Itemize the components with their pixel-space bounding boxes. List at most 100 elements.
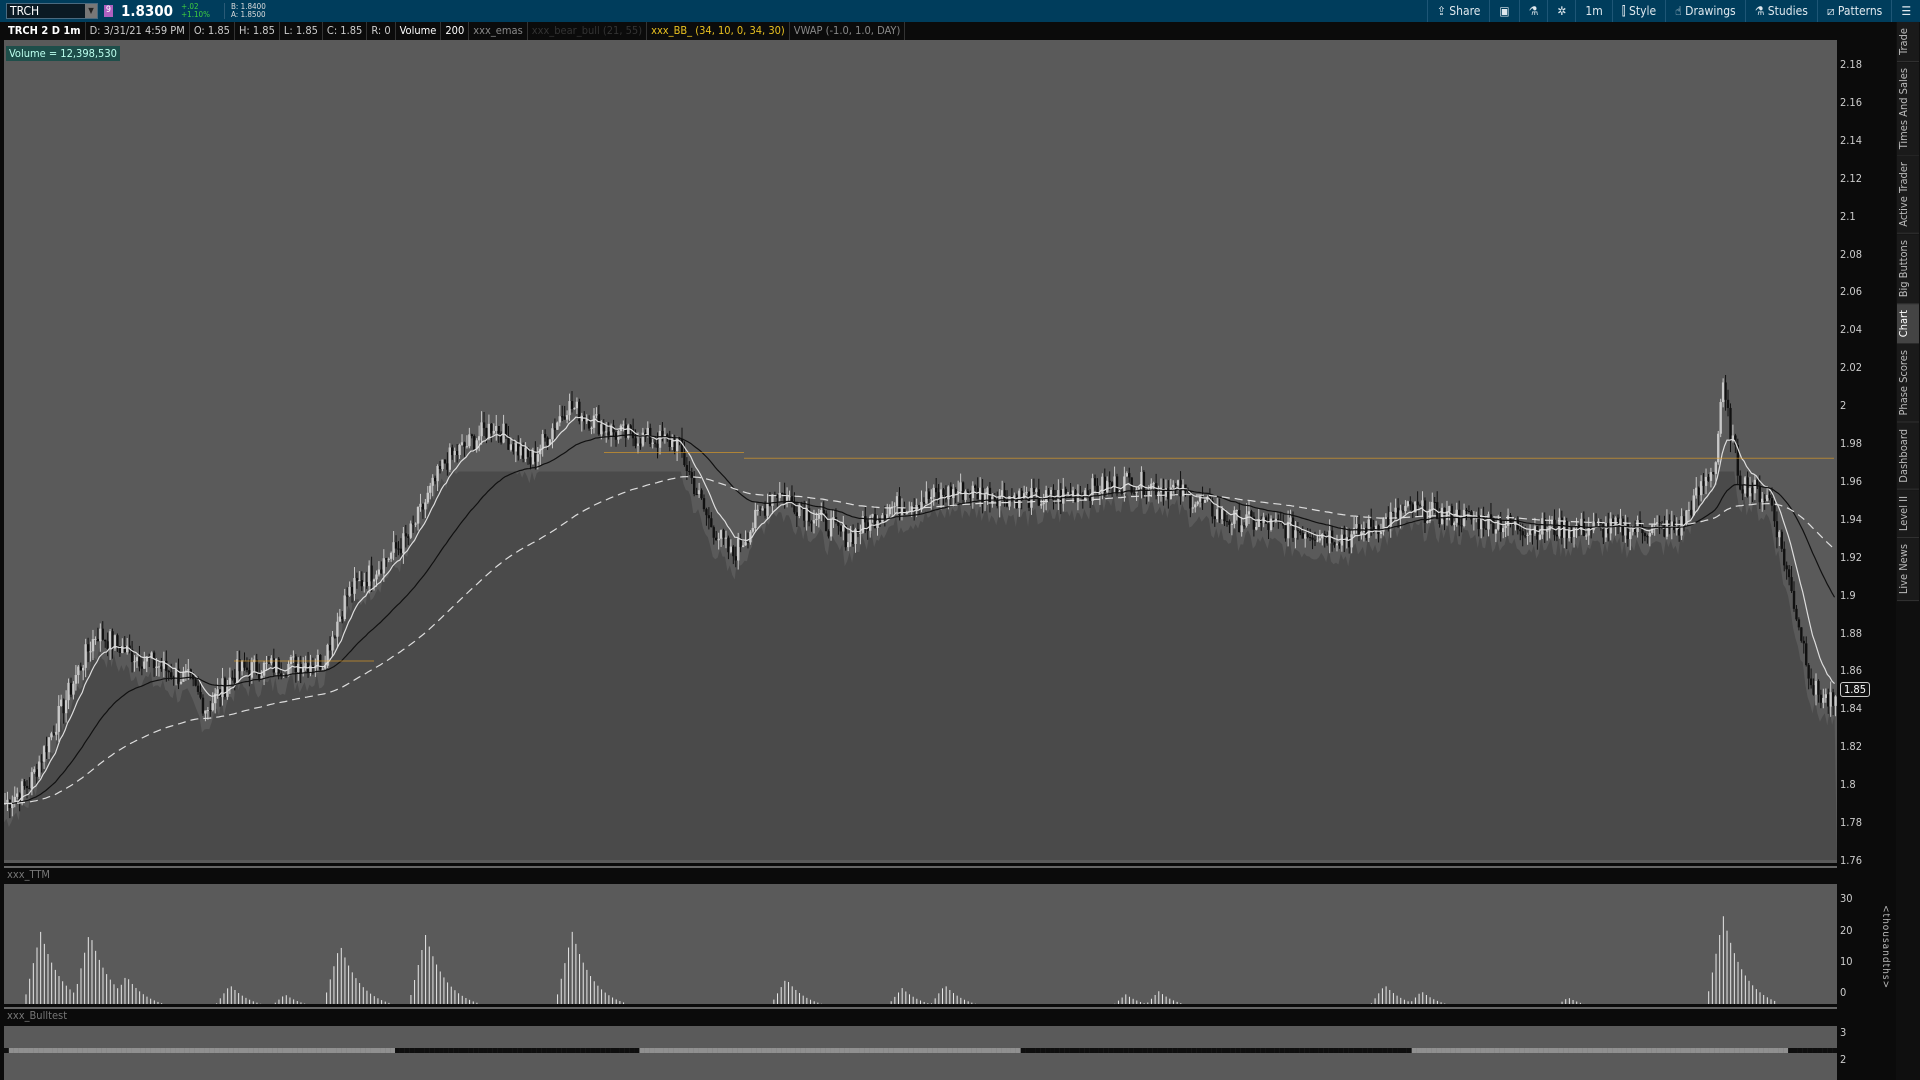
candle [402,533,405,554]
study-vwap[interactable]: VWAP (-1.0, 1.0, DAY) [790,22,906,40]
bulltest-segment [1783,1048,1789,1053]
candle [873,514,877,529]
tool-button-1m[interactable]: 1m [1575,0,1611,22]
bulltest-segment [370,1048,376,1053]
bulltest-segment [1015,1048,1021,1053]
ttm-chart[interactable] [4,884,1837,1004]
candle [504,423,508,437]
bulltest-segment [1553,1048,1559,1053]
bulltest-segment [830,1048,835,1053]
side-tab-active-trader[interactable]: Active Trader [1897,156,1919,234]
candle [216,689,219,694]
candle [294,656,298,673]
candle [1453,522,1456,525]
side-tab-chart[interactable]: Chart [1897,304,1919,345]
bulltest-segment [1010,1048,1016,1053]
tool-button-drawings[interactable]: ☝ Drawings [1665,0,1745,22]
chevron-down-icon[interactable]: ▼ [85,4,97,18]
candle [712,527,715,538]
bulltest-segment [1054,1048,1060,1053]
bulltest-segment [1201,1048,1207,1053]
bulltest-segment [1832,1048,1837,1053]
candle [1086,490,1089,497]
candle [519,446,522,456]
price-chart[interactable] [4,40,1837,863]
bulltest-segment [82,1048,88,1053]
candle [653,442,657,444]
link-group-badge[interactable]: 9 [104,5,113,17]
candle [204,710,207,714]
bulltest-segment [874,1048,879,1053]
side-tab-phase-scores[interactable]: Phase Scores [1897,344,1919,423]
bulltest-segment [668,1048,674,1053]
bulltest-segment [673,1048,679,1053]
tool-button-style[interactable]: ⫿ Style [1611,0,1665,22]
candle [1797,619,1801,628]
bulltest-segment [869,1048,875,1053]
side-tab-big-buttons[interactable]: Big Buttons [1897,233,1919,305]
tool-button-gear-icon[interactable]: ✲ [1547,0,1575,22]
bulltest-segment [825,1048,831,1053]
bulltest-segment [502,1048,508,1053]
study-bb[interactable]: xxx_BB_ (34, 10, 0, 34, 30) [647,22,790,40]
bulltest-segment [1323,1048,1329,1053]
bulltest-segment [1401,1048,1407,1053]
side-tab-times-and-sales[interactable]: Times And Sales [1897,61,1919,157]
symbol-input[interactable]: TRCH ▼ [6,3,98,19]
tool-button-detach-icon[interactable]: ▣ [1489,0,1518,22]
candle [741,545,745,548]
candle [1096,485,1099,494]
candle [543,434,547,438]
tool-button-share[interactable]: ⇪ Share [1426,0,1490,22]
candle [1721,382,1725,403]
candle [1489,514,1493,519]
candle [1374,525,1378,533]
bulltest-segment [43,1048,49,1053]
candle [45,746,48,753]
study-bear-bull[interactable]: xxx_bear_bull (21, 55) [528,22,648,40]
side-tab-trade[interactable]: Trade [1897,22,1919,62]
candle [1103,476,1106,493]
price-tick: 1.88 [1840,626,1863,640]
bulltest-segment [800,1048,806,1053]
candle [1433,501,1436,503]
candle [299,663,302,674]
candle [925,491,928,504]
side-tab-level-ii[interactable]: Level II [1897,489,1919,538]
candle [1250,511,1253,517]
bulltest-chart[interactable] [4,1026,1837,1080]
bulltest-segment [233,1048,239,1053]
candle [727,537,730,553]
chart-info-bar: TRCH 2 D 1m D: 3/31/21 4:59 PM O: 1.85 H… [4,22,1837,40]
side-tab-live-news[interactable]: Live News [1897,537,1919,601]
bulltest-segment [957,1048,963,1053]
bulltest-segment [1617,1048,1622,1053]
tool-button-flask-icon[interactable]: ⚗ [1518,0,1548,22]
bulltest-tick: 2 [1840,1053,1847,1066]
study-volume-len[interactable]: 200 [441,22,470,40]
candle [1213,516,1216,520]
price-axis[interactable]: 2.18 2.16 2.14 2.12 2.1 2.08 2.06 2.04 2.02 2 1.98… [1837,22,1896,867]
study-emas[interactable]: xxx_emas [469,22,528,40]
tool-button-studies[interactable]: ⚗ Studies [1744,0,1817,22]
bulltest-segment [575,1048,581,1053]
candle [1482,515,1485,529]
tool-button-menu-icon[interactable]: ☰ [1891,0,1920,22]
candle [350,586,354,594]
candle [866,522,869,531]
bulltest-segment [1113,1048,1119,1053]
candle [492,430,495,434]
candle [1531,530,1534,534]
study-volume[interactable]: Volume [396,22,442,40]
candle [1528,530,1532,535]
side-tab-dashboard[interactable]: Dashboard [1897,423,1919,490]
bulltest-segment [238,1048,244,1053]
candle [1831,692,1835,706]
bulltest-segment [776,1048,782,1053]
tool-button-patterns[interactable]: ⧄ Patterns [1816,0,1891,22]
ttm-panel[interactable] [4,884,1837,1004]
candle [133,661,136,663]
bulltest-segment [1030,1048,1036,1053]
candle [517,443,520,456]
bulltest-segment [1128,1048,1134,1053]
